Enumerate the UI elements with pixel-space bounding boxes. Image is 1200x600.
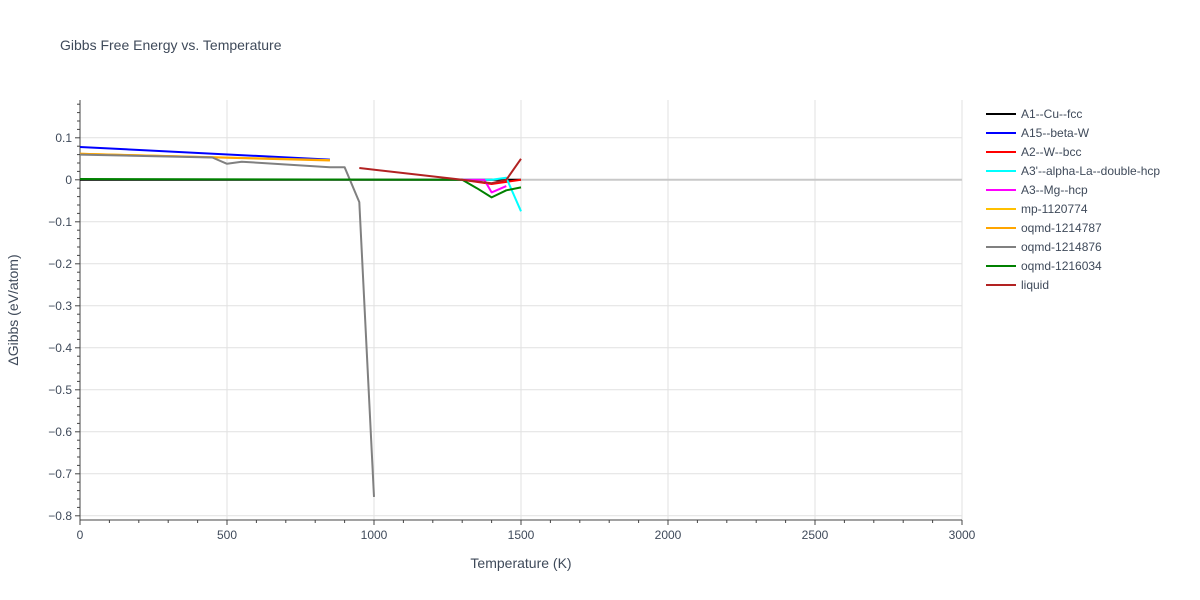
- series-layer: [79, 146, 522, 497]
- legend-item[interactable]: oqmd-1214876: [986, 240, 1102, 254]
- x-tick-label: 1500: [508, 528, 535, 542]
- legend-label: A3'--alpha-La--double-hcp: [1021, 164, 1160, 178]
- series-line-liquid[interactable]: [359, 158, 522, 185]
- legend-label: A3--Mg--hcp: [1021, 183, 1088, 197]
- y-tick-label: −0.5: [48, 383, 72, 397]
- y-tick-label: −0.8: [48, 509, 72, 523]
- legend-item[interactable]: mp-1120774: [986, 202, 1088, 216]
- x-axis-title: Temperature (K): [470, 555, 571, 571]
- legend-item[interactable]: oqmd-1214787: [986, 221, 1102, 235]
- legend-item[interactable]: A3'--alpha-La--double-hcp: [986, 164, 1160, 178]
- x-tick-label: 3000: [949, 528, 976, 542]
- legend-label: liquid: [1021, 278, 1049, 292]
- legend-label: A1--Cu--fcc: [1021, 107, 1082, 121]
- legend-item[interactable]: A2--W--bcc: [986, 145, 1081, 159]
- y-tick-label: −0.7: [48, 467, 72, 481]
- series-line-A3--Mg--hcp[interactable]: [462, 178, 507, 194]
- axes: 0 500 1000 1500 2000 2500 3000 0.1 0 −0.1 −0.2 −0.3…: [48, 100, 976, 542]
- legend-item[interactable]: A1--Cu--fcc: [986, 107, 1082, 121]
- y-tick-label: −0.1: [48, 215, 72, 229]
- legend-item[interactable]: A3--Mg--hcp: [986, 183, 1088, 197]
- legend-label: oqmd-1214787: [1021, 221, 1102, 235]
- y-tick-label: 0.1: [55, 131, 72, 145]
- series-line-oqmd-1214876[interactable]: [79, 153, 375, 497]
- legend[interactable]: A1--Cu--fcc A15--beta-W A2--W--bcc A3'--alp…: [986, 107, 1160, 292]
- legend-item[interactable]: oqmd-1216034: [986, 259, 1102, 273]
- x-tick-label: 2500: [802, 528, 829, 542]
- y-tick-label: −0.6: [48, 425, 72, 439]
- legend-item[interactable]: liquid: [986, 278, 1049, 292]
- y-tick-label: 0: [65, 173, 72, 187]
- x-tick-label: 0: [77, 528, 84, 542]
- x-tick-label: 2000: [655, 528, 682, 542]
- y-tick-label: −0.2: [48, 257, 72, 271]
- legend-label: mp-1120774: [1021, 202, 1088, 216]
- y-tick-label: −0.4: [48, 341, 72, 355]
- series-line-A15--beta-W[interactable]: [79, 146, 330, 161]
- x-tick-label: 1000: [361, 528, 388, 542]
- chart-title: Gibbs Free Energy vs. Temperature: [60, 37, 282, 53]
- grid-layer: [80, 100, 963, 520]
- legend-label: oqmd-1214876: [1021, 240, 1102, 254]
- legend-label: A15--beta-W: [1021, 126, 1090, 140]
- legend-label: oqmd-1216034: [1021, 259, 1102, 273]
- x-tick-label: 500: [217, 528, 237, 542]
- y-tick-label: −0.3: [48, 299, 72, 313]
- series-line-oqmd-1216034[interactable]: [79, 178, 522, 199]
- legend-label: A2--W--bcc: [1021, 145, 1081, 159]
- legend-item[interactable]: A15--beta-W: [986, 126, 1090, 140]
- y-axis-title: ΔGibbs (eV/atom): [5, 254, 21, 365]
